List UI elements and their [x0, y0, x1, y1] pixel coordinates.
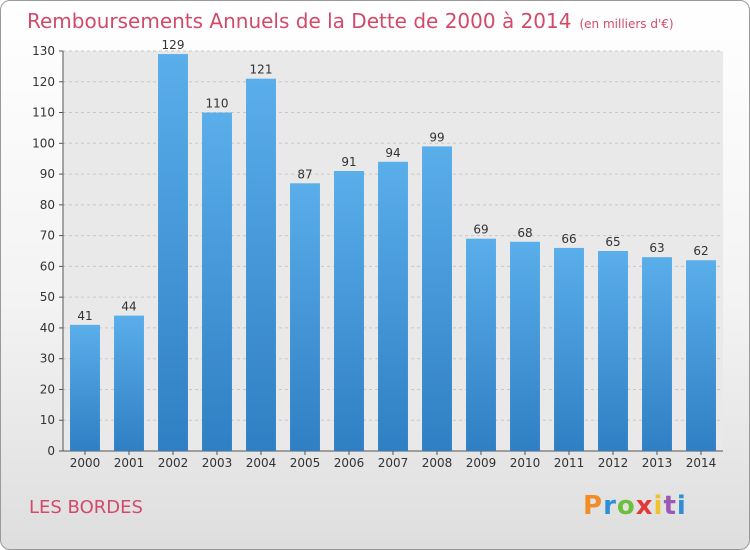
y-tick-label: 130 [32, 44, 55, 58]
y-tick-label: 10 [40, 413, 55, 427]
unit-label: (en milliers d'€) [579, 17, 674, 31]
logo-letter: r [603, 491, 617, 521]
chart-title: Remboursements Annuels de la Dette de 20… [27, 9, 674, 33]
bar [114, 315, 144, 451]
y-tick-label: 30 [40, 352, 55, 366]
logo-letter: x [635, 491, 654, 521]
data-label: 87 [297, 167, 312, 181]
y-tick-label: 50 [40, 290, 55, 304]
data-label: 66 [561, 232, 576, 246]
bar [290, 183, 320, 452]
x-tick-label: 2011 [554, 456, 585, 470]
y-tick-label: 110 [32, 106, 55, 120]
x-tick-label: 2005 [290, 456, 321, 470]
x-tick-label: 2010 [510, 456, 541, 470]
bar [202, 112, 232, 452]
y-tick-label: 60 [40, 259, 55, 273]
x-tick-label: 2012 [598, 456, 629, 470]
logo-letter: i [653, 491, 664, 521]
data-label: 121 [250, 63, 273, 77]
y-tick-label: 80 [40, 198, 55, 212]
x-tick-label: 2009 [466, 456, 497, 470]
logo-letter: o [616, 491, 636, 521]
bar [642, 257, 672, 451]
x-tick-label: 2008 [422, 456, 453, 470]
logo-letter: t [663, 491, 677, 521]
title-text: Remboursements Annuels de la Dette de 20… [27, 9, 572, 33]
bar [334, 171, 364, 451]
proxiti-logo: Proxiti [583, 491, 687, 521]
x-tick-label: 2004 [246, 456, 277, 470]
data-label: 110 [206, 97, 229, 111]
commune-name: LES BORDES [29, 497, 143, 518]
y-tick-label: 20 [40, 382, 55, 396]
x-tick-label: 2003 [202, 456, 233, 470]
x-tick-label: 2000 [70, 456, 101, 470]
data-label: 91 [341, 155, 356, 169]
y-tick-label: 100 [32, 136, 55, 150]
x-tick-label: 2014 [686, 456, 717, 470]
data-label: 99 [429, 130, 444, 144]
data-label: 94 [385, 146, 400, 160]
x-tick-label: 2007 [378, 456, 409, 470]
bar [686, 260, 716, 451]
data-label: 62 [693, 244, 708, 258]
bar [554, 247, 584, 451]
x-tick-label: 2013 [642, 456, 673, 470]
y-tick-label: 120 [32, 75, 55, 89]
data-label: 63 [649, 241, 664, 255]
data-label: 68 [517, 226, 532, 240]
y-tick-label: 0 [47, 444, 55, 458]
data-label: 69 [473, 223, 488, 237]
bar [378, 161, 408, 451]
bar [246, 78, 276, 451]
logo-letter: P [583, 491, 604, 521]
y-tick-label: 90 [40, 167, 55, 181]
data-label: 65 [605, 235, 620, 249]
data-label: 41 [77, 309, 92, 323]
logo-letter: i [676, 491, 687, 521]
bar [466, 238, 496, 451]
bar [510, 241, 540, 451]
y-tick-label: 70 [40, 229, 55, 243]
x-tick-label: 2006 [334, 456, 365, 470]
bar [158, 54, 188, 451]
y-tick-label: 40 [40, 321, 55, 335]
bar [422, 146, 452, 451]
x-tick-label: 2001 [114, 456, 145, 470]
bar [598, 251, 628, 451]
bar [70, 324, 100, 451]
data-label: 44 [121, 300, 136, 314]
data-label: 129 [162, 38, 185, 52]
x-tick-label: 2002 [158, 456, 189, 470]
